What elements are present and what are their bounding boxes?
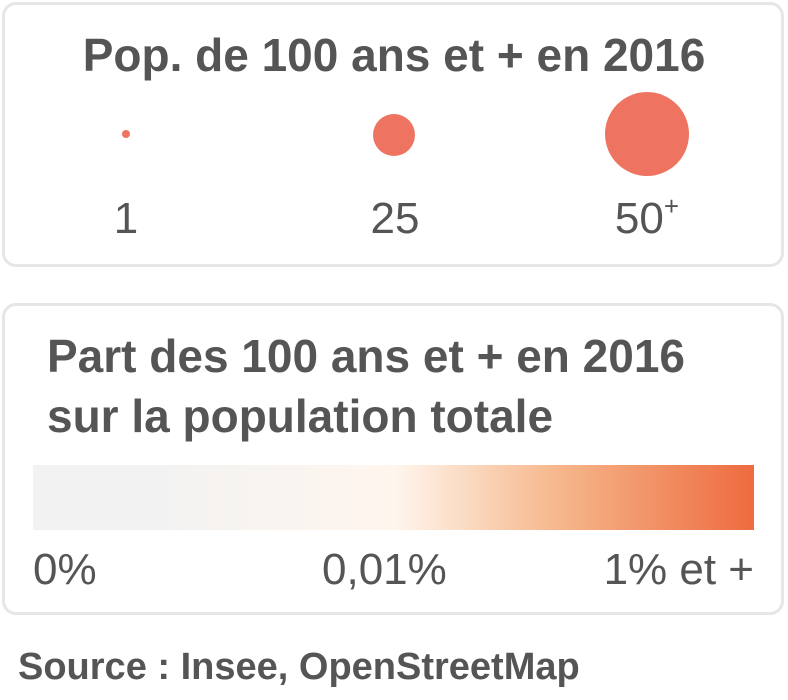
bubble-1-label: 1 (113, 194, 139, 243)
bubble-50-symbol (605, 92, 689, 176)
scale-tick-min: 0% (33, 545, 97, 594)
color-scale-legend (2, 303, 784, 615)
bubble-25-label: 25 (370, 194, 420, 243)
bubble-1-symbol (122, 130, 130, 138)
color-gradient-bar (33, 465, 754, 530)
scale-tick-mid: 0,01% (322, 545, 447, 594)
plus-superscript: + (663, 191, 680, 221)
bubble-legend-title: Pop. de 100 ans et + en 2016 (82, 29, 706, 81)
source-credit: Source : Insee, OpenStreetMap (18, 646, 580, 688)
bubble-25-symbol (373, 114, 415, 156)
color-legend-title: Part des 100 ans et + en 2016 sur la pop… (47, 330, 686, 442)
scale-tick-max: 1% et + (603, 545, 754, 594)
bubble-50-label: 50+ (614, 191, 680, 243)
